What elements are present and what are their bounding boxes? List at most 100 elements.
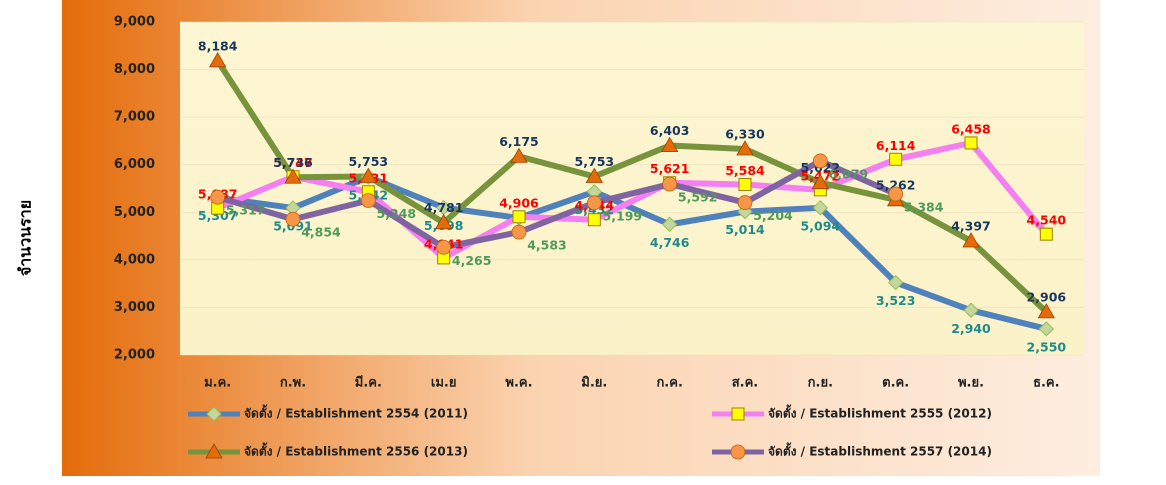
legend-label: จัดตั้ง / Establishment 2554 (2011) bbox=[244, 404, 468, 421]
marker bbox=[812, 200, 829, 216]
y-tick-label: 6,000 bbox=[114, 157, 155, 172]
marker bbox=[662, 176, 678, 192]
series-line bbox=[216, 157, 897, 251]
data-label: 4,781 bbox=[424, 200, 464, 215]
marker bbox=[284, 168, 302, 184]
legend-label: จัดตั้ง / Establishment 2555 (2012) bbox=[768, 404, 992, 421]
marker bbox=[887, 274, 904, 291]
marker bbox=[738, 178, 752, 192]
marker bbox=[285, 211, 301, 227]
data-label: 2,906 bbox=[1027, 289, 1067, 304]
marker bbox=[962, 232, 980, 248]
marker bbox=[889, 152, 903, 166]
marker bbox=[736, 140, 754, 156]
x-tick-label: มี.ค. bbox=[355, 375, 382, 391]
data-label: 5,014 bbox=[725, 222, 765, 237]
x-tick-label: ก.พ. bbox=[280, 376, 306, 391]
marker bbox=[206, 406, 222, 422]
data-label: 5,307 bbox=[198, 208, 238, 223]
marker bbox=[660, 136, 679, 152]
marker bbox=[964, 136, 978, 150]
data-label: 5,199 bbox=[603, 208, 643, 223]
data-label: 5,317 bbox=[226, 203, 266, 218]
x-tick-label: ก.ค. bbox=[656, 376, 682, 391]
data-label: 5,204 bbox=[753, 208, 793, 223]
y-tick-label: 4,000 bbox=[114, 252, 155, 267]
y-tick-label: 5,000 bbox=[114, 205, 155, 220]
y-axis-label: จำนวนราย bbox=[16, 200, 35, 276]
marker bbox=[737, 195, 753, 210]
data-label: 6,175 bbox=[499, 134, 539, 149]
x-tick-label: ส.ค. bbox=[732, 376, 759, 391]
data-label: 5,621 bbox=[650, 161, 690, 176]
y-tick-label: 8,000 bbox=[114, 62, 155, 77]
marker bbox=[1037, 303, 1056, 319]
marker bbox=[812, 153, 828, 169]
marker bbox=[730, 444, 746, 460]
data-label: 2,940 bbox=[951, 321, 991, 336]
data-label: 5,747 bbox=[273, 155, 313, 170]
series-line bbox=[215, 59, 1049, 315]
data-label: 5,094 bbox=[801, 218, 841, 233]
x-tick-label: พ.ค. bbox=[505, 376, 532, 391]
data-label: 5,584 bbox=[725, 163, 765, 178]
data-label: 5,262 bbox=[876, 177, 916, 192]
marker bbox=[1039, 227, 1053, 241]
data-label: 3,523 bbox=[876, 293, 916, 308]
marker bbox=[510, 147, 528, 163]
data-label: 4,540 bbox=[1027, 213, 1067, 228]
x-tick-label: ต.ค. bbox=[882, 376, 909, 391]
marker bbox=[888, 186, 904, 202]
marker bbox=[436, 239, 452, 255]
data-label: 6,403 bbox=[650, 123, 690, 138]
marker bbox=[587, 213, 601, 227]
series-line bbox=[216, 139, 1049, 261]
y-tick-label: 9,000 bbox=[114, 15, 155, 30]
marker bbox=[586, 195, 602, 211]
data-label: 4,265 bbox=[452, 253, 492, 268]
x-tick-label: ม.ค. bbox=[204, 376, 231, 391]
data-label: 5,248 bbox=[377, 206, 417, 221]
data-label: 8,184 bbox=[198, 38, 238, 53]
marker bbox=[811, 173, 830, 190]
x-tick-label: ธ.ค. bbox=[1033, 376, 1060, 391]
data-label: 4,746 bbox=[650, 235, 690, 250]
marker bbox=[511, 224, 527, 240]
marker bbox=[208, 52, 227, 68]
marker bbox=[205, 443, 223, 459]
data-label: 4,583 bbox=[527, 238, 567, 253]
marker bbox=[359, 167, 378, 183]
marker bbox=[731, 407, 745, 421]
marker bbox=[210, 189, 226, 205]
marker bbox=[661, 216, 678, 233]
x-tick-label: ก.ย. bbox=[808, 376, 833, 391]
y-tick-label: 2,000 bbox=[114, 348, 155, 363]
data-label: 5,753 bbox=[349, 154, 389, 169]
data-label: 5,736 bbox=[273, 155, 313, 170]
marker bbox=[963, 302, 979, 318]
data-label: 4,906 bbox=[499, 195, 539, 210]
data-label: 6,458 bbox=[951, 121, 991, 136]
data-label: 5,592 bbox=[678, 190, 718, 205]
y-tick-label: 3,000 bbox=[114, 300, 155, 315]
legend-label: จัดตั้ง / Establishment 2556 (2013) bbox=[244, 442, 468, 459]
data-label: 2,550 bbox=[1027, 339, 1067, 354]
marker bbox=[360, 193, 376, 208]
data-label: 4,397 bbox=[951, 218, 991, 233]
data-label: 4,854 bbox=[301, 225, 341, 240]
data-label: 5,753 bbox=[575, 154, 615, 169]
marker bbox=[585, 167, 604, 183]
series-line bbox=[217, 173, 1048, 332]
x-tick-label: เม.ย bbox=[431, 376, 457, 391]
marker bbox=[434, 213, 453, 230]
data-label: 6,079 bbox=[829, 166, 869, 181]
marker bbox=[1038, 321, 1055, 337]
data-label: 6,330 bbox=[725, 127, 765, 142]
marker bbox=[512, 210, 526, 224]
data-label: 6,114 bbox=[876, 138, 916, 153]
x-tick-label: มิ.ย. bbox=[581, 376, 607, 391]
y-tick-label: 7,000 bbox=[114, 110, 155, 125]
legend-label: จัดตั้ง / Establishment 2557 (2014) bbox=[768, 442, 992, 459]
x-tick-label: พ.ย. bbox=[958, 376, 984, 391]
